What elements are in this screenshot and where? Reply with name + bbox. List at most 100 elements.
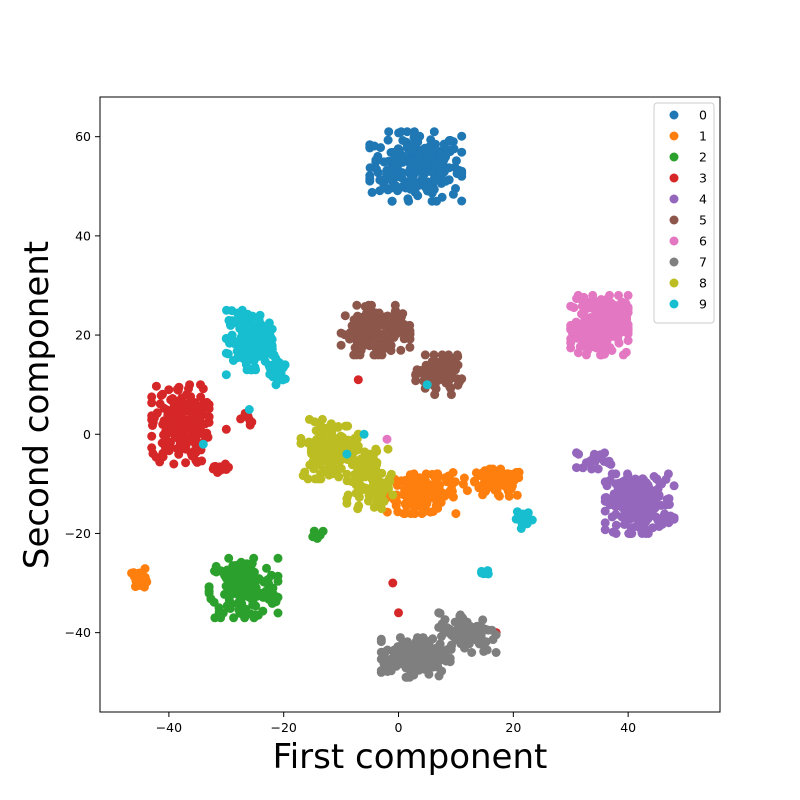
data-point bbox=[343, 490, 353, 500]
data-point bbox=[360, 312, 370, 322]
data-point bbox=[502, 469, 512, 479]
data-point bbox=[428, 662, 438, 672]
data-point bbox=[158, 448, 168, 458]
data-point bbox=[622, 311, 632, 321]
data-point bbox=[435, 373, 445, 382]
data-point bbox=[640, 491, 650, 501]
y-axis-title: Second component bbox=[17, 241, 57, 569]
data-point bbox=[568, 328, 577, 338]
data-point bbox=[654, 521, 664, 531]
data-point bbox=[406, 158, 416, 168]
data-point bbox=[271, 380, 281, 390]
data-point bbox=[394, 608, 403, 618]
legend-label: 5 bbox=[699, 213, 707, 228]
data-point bbox=[236, 414, 246, 424]
data-point bbox=[409, 469, 419, 479]
data-point bbox=[209, 597, 219, 607]
data-point bbox=[147, 392, 157, 402]
data-point bbox=[428, 634, 438, 644]
data-point bbox=[423, 479, 432, 489]
data-point bbox=[169, 459, 179, 469]
data-point bbox=[391, 649, 401, 659]
data-point bbox=[384, 127, 394, 137]
data-point bbox=[417, 484, 426, 494]
data-point bbox=[377, 504, 387, 514]
x-tick-label: −20 bbox=[271, 720, 297, 735]
data-point bbox=[298, 471, 308, 481]
data-point bbox=[351, 350, 361, 360]
data-point bbox=[390, 313, 400, 323]
data-point bbox=[451, 365, 460, 375]
data-point bbox=[389, 169, 398, 179]
data-point bbox=[602, 334, 612, 344]
data-point bbox=[273, 608, 283, 618]
data-point bbox=[420, 371, 430, 381]
data-point bbox=[593, 464, 603, 474]
data-point bbox=[155, 457, 165, 467]
data-point bbox=[433, 503, 443, 513]
data-point bbox=[611, 469, 621, 479]
data-point bbox=[198, 439, 208, 449]
legend-label: 0 bbox=[699, 108, 707, 123]
data-point bbox=[444, 350, 454, 360]
data-point bbox=[179, 419, 189, 429]
data-point bbox=[450, 617, 460, 627]
data-point bbox=[600, 506, 610, 516]
data-point bbox=[513, 468, 523, 478]
data-point bbox=[488, 635, 498, 645]
y-tick-label: 0 bbox=[83, 427, 91, 442]
data-point bbox=[427, 188, 437, 198]
data-point bbox=[403, 194, 413, 204]
data-point bbox=[221, 370, 231, 380]
y-tick-label: −20 bbox=[65, 526, 91, 541]
data-point bbox=[331, 465, 340, 474]
data-point bbox=[585, 337, 595, 347]
data-point bbox=[430, 390, 440, 400]
data-point bbox=[342, 449, 352, 459]
data-point bbox=[589, 315, 599, 325]
data-point bbox=[467, 648, 477, 657]
data-point bbox=[371, 308, 380, 318]
data-point bbox=[441, 656, 451, 666]
data-point bbox=[475, 639, 485, 649]
data-point bbox=[641, 529, 651, 538]
data-point bbox=[400, 509, 410, 519]
legend: 0 1 2 3 4 5 6 7 8 9 bbox=[653, 102, 715, 324]
data-point bbox=[402, 672, 412, 682]
data-point bbox=[491, 648, 501, 657]
data-point bbox=[359, 429, 369, 439]
data-point bbox=[608, 302, 618, 312]
data-point bbox=[444, 375, 454, 385]
data-point bbox=[643, 480, 653, 490]
data-point bbox=[236, 602, 246, 612]
data-point bbox=[384, 334, 394, 344]
data-point bbox=[396, 345, 406, 355]
data-point bbox=[221, 465, 231, 474]
data-point bbox=[388, 490, 398, 500]
data-point bbox=[375, 468, 385, 478]
y-axis: −40 −20 0 20 40 60 bbox=[65, 129, 100, 640]
data-point bbox=[587, 464, 597, 474]
data-point bbox=[366, 323, 375, 333]
data-point bbox=[204, 588, 214, 598]
data-point bbox=[336, 340, 346, 350]
data-point bbox=[512, 490, 522, 500]
data-point bbox=[623, 326, 633, 336]
data-point bbox=[376, 666, 386, 675]
data-point bbox=[523, 508, 533, 518]
data-point bbox=[388, 578, 398, 588]
data-point bbox=[342, 469, 352, 479]
data-point bbox=[483, 569, 493, 579]
data-point bbox=[321, 436, 331, 446]
data-point bbox=[237, 325, 246, 335]
data-point bbox=[600, 525, 610, 535]
data-point bbox=[380, 647, 390, 657]
data-point bbox=[197, 456, 207, 466]
data-point bbox=[233, 317, 243, 327]
data-point bbox=[417, 173, 427, 183]
data-point bbox=[430, 357, 440, 367]
data-point bbox=[263, 333, 273, 343]
data-point bbox=[241, 342, 251, 352]
data-point bbox=[256, 326, 266, 336]
